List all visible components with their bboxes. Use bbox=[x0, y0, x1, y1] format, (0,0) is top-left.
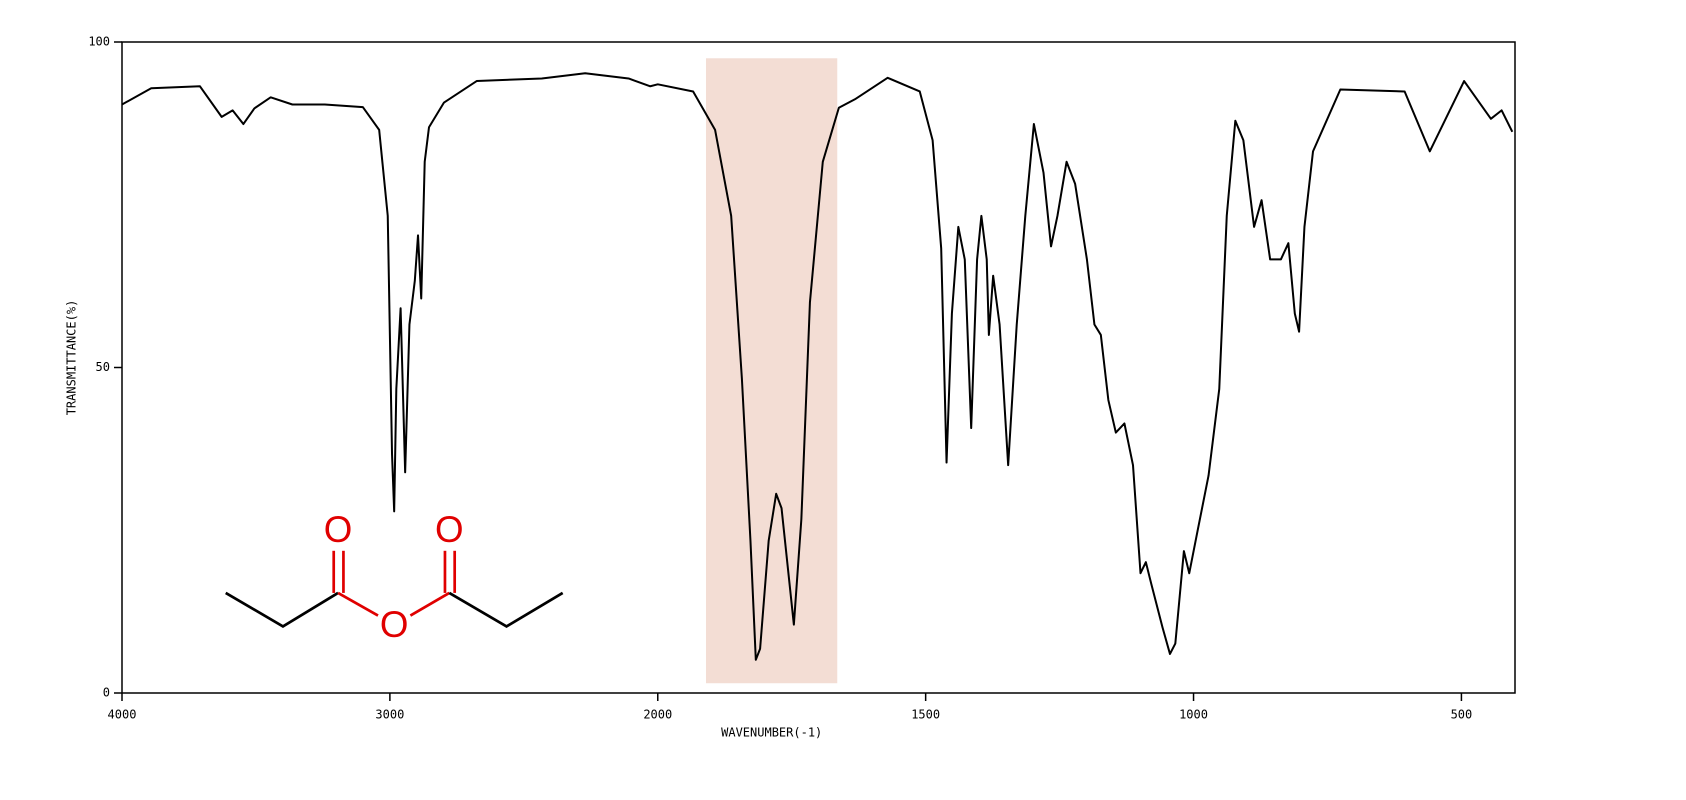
bond bbox=[448, 591, 564, 628]
y-tick-label: 50 bbox=[96, 360, 110, 374]
bond bbox=[337, 591, 379, 617]
y-axis-label: TRANSMITTANCE(%) bbox=[65, 300, 79, 416]
y-tick-label: 0 bbox=[103, 686, 110, 700]
molecule-structure: O O O bbox=[225, 509, 564, 645]
background-layer bbox=[705, 58, 838, 684]
x-axis-label: WAVENUMBER(-1) bbox=[721, 726, 822, 740]
bond bbox=[409, 591, 450, 617]
x-tick-label: 2000 bbox=[643, 708, 672, 722]
y-tick-label: 100 bbox=[88, 35, 110, 49]
x-tick-label: 3000 bbox=[375, 708, 404, 722]
bond bbox=[225, 591, 339, 628]
atom-label: O bbox=[435, 509, 464, 550]
x-tick-label: 1500 bbox=[911, 708, 940, 722]
x-tick-label: 500 bbox=[1451, 708, 1473, 722]
highlight-band bbox=[705, 58, 838, 684]
spectrum-line bbox=[121, 72, 1514, 661]
x-tick-label: 1000 bbox=[1179, 708, 1208, 722]
x-tick-label: 4000 bbox=[108, 708, 137, 722]
atom-label: O bbox=[380, 604, 409, 645]
atom-label: O bbox=[324, 509, 353, 550]
